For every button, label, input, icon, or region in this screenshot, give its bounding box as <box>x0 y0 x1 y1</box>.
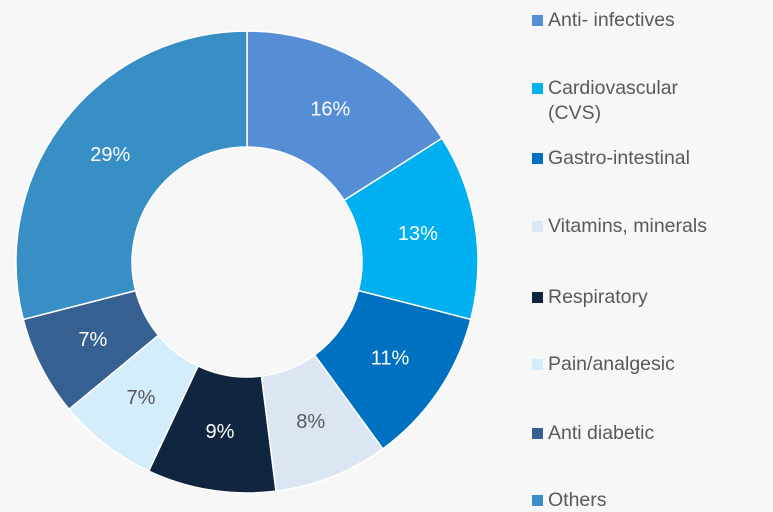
data-label: 8% <box>296 411 325 433</box>
legend-item: Respiratory <box>530 285 648 310</box>
legend-swatch <box>532 428 543 439</box>
data-label: 29% <box>90 144 130 166</box>
legend-label: Gastro-intestinal <box>548 147 690 169</box>
legend-swatch <box>532 153 543 164</box>
data-label: 7% <box>78 329 107 351</box>
legend-item: Pain/analgesic <box>530 352 675 377</box>
legend-swatch <box>532 221 543 232</box>
legend-swatch <box>532 495 543 506</box>
legend-item: Vitamins, minerals <box>530 214 707 239</box>
legend-label: Anti diabetic <box>548 422 655 444</box>
legend-swatch <box>532 292 543 303</box>
legend-label: Respiratory <box>548 286 648 308</box>
data-label: 11% <box>371 348 410 370</box>
legend-item: Others <box>530 488 607 512</box>
legend-label: Pain/analgesic <box>548 353 675 375</box>
donut-slice <box>246 30 444 202</box>
legend-item: Anti diabetic <box>530 421 654 446</box>
legend-label: Cardiovascular (CVS) <box>548 77 679 124</box>
donut-slice <box>15 30 248 321</box>
legend-label: Vitamins, minerals <box>548 215 707 237</box>
legend-swatch <box>532 15 543 26</box>
data-label: 13% <box>398 223 438 245</box>
data-label: 9% <box>205 421 234 443</box>
legend-item: Anti- infectives <box>530 8 675 33</box>
data-label: 7% <box>127 387 156 409</box>
legend-item: Cardiovascular (CVS) <box>530 76 728 126</box>
data-label: 16% <box>310 99 350 121</box>
legend-label: Anti- infectives <box>548 9 675 31</box>
legend-label: Others <box>548 489 607 511</box>
legend-swatch <box>532 83 543 94</box>
legend-swatch <box>532 359 543 370</box>
legend-item: Gastro-intestinal <box>530 146 690 171</box>
